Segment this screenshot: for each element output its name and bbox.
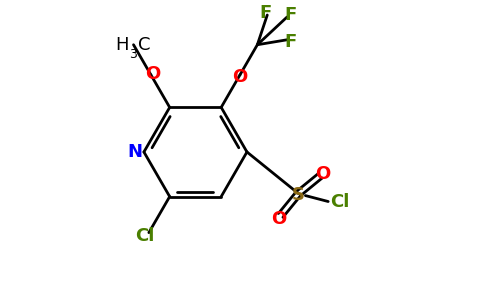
Text: O: O (271, 210, 286, 228)
Text: F: F (284, 33, 296, 51)
Text: O: O (315, 165, 330, 183)
Text: F: F (284, 6, 296, 24)
Text: S: S (292, 186, 305, 204)
Text: O: O (145, 65, 161, 83)
Text: H: H (115, 36, 129, 54)
Text: Cl: Cl (135, 226, 154, 244)
Text: F: F (259, 4, 272, 22)
Text: O: O (232, 68, 248, 86)
Text: 3: 3 (130, 48, 137, 61)
Text: Cl: Cl (331, 193, 350, 211)
Text: N: N (127, 143, 142, 161)
Text: C: C (138, 36, 151, 54)
